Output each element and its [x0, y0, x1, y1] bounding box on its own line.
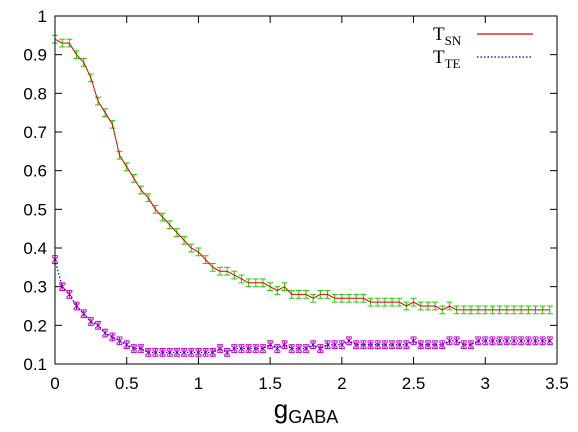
point-te-51 [417, 340, 425, 350]
x-tick-label-7: 3.5 [545, 374, 569, 393]
point-te-48 [395, 340, 403, 350]
point-te-58 [467, 340, 475, 350]
point-te-26 [238, 344, 245, 353]
x-axis-label: gGABA [274, 394, 339, 427]
point-te-38 [324, 340, 331, 350]
y-tick-label-2: 0.3 [23, 278, 47, 297]
point-te-5 [87, 317, 95, 326]
y-tick-label-8: 0.9 [23, 46, 47, 65]
point-te-8 [109, 332, 116, 342]
point-te-47 [388, 340, 396, 350]
x-axis-label-sub: GABA [288, 407, 338, 427]
ticks-layer: 0 0.5 1 1.5 2 2.5 3 3.5 0.1 0.2 0.3 0.4 0.5 0.6 0.7 0.8… [23, 7, 568, 393]
point-te-59 [474, 336, 482, 346]
x-tick-label-3: 1.5 [258, 374, 282, 393]
point-te-37 [316, 344, 324, 353]
y-tick-label-4: 0.5 [23, 200, 47, 219]
point-te-33 [288, 344, 296, 353]
x-tick-label-5: 2.5 [402, 374, 426, 393]
series-sn [52, 34, 553, 315]
point-te-32 [281, 340, 288, 350]
x-axis-label-main: g [274, 394, 288, 424]
y-tick-label-1: 0.2 [23, 316, 47, 335]
point-te-35 [302, 344, 310, 353]
legend-label-sn: TSN [433, 24, 462, 48]
point-te-53 [431, 340, 439, 350]
point-te-27 [245, 344, 252, 353]
point-te-46 [381, 340, 389, 350]
x-tick-label-6: 3 [481, 374, 490, 393]
point-te-62 [496, 336, 503, 346]
point-te-45 [374, 340, 382, 350]
plot-frame [54, 15, 558, 365]
point-te-44 [367, 340, 374, 350]
point-te-54 [438, 340, 446, 350]
point-te-42 [352, 340, 360, 350]
point-te-52 [424, 340, 432, 350]
x-tick-label-4: 2 [337, 374, 346, 393]
series-te [51, 255, 554, 357]
y-tick-label-0: 0.1 [23, 355, 47, 374]
x-tick-label-0: 0 [50, 374, 59, 393]
point-te-4 [80, 309, 88, 319]
x-tick-label-1: 0.5 [115, 374, 139, 393]
point-te-3 [73, 301, 80, 311]
point-te-60 [481, 336, 489, 346]
point-te-9 [116, 336, 123, 346]
legend-label-te: TTE [433, 47, 461, 71]
point-te-57 [460, 340, 468, 350]
point-te-30 [266, 340, 274, 350]
legend-entry-te: TTE [433, 47, 533, 71]
y-tick-label-5: 0.6 [23, 162, 47, 181]
series-layer [51, 34, 554, 357]
y-tick-label-3: 0.4 [23, 239, 47, 258]
point-te-11 [130, 344, 138, 353]
point-te-43 [360, 340, 367, 350]
y-tick-label-6: 0.7 [23, 123, 47, 142]
series-line-sn [54, 38, 550, 311]
point-sn-69 [546, 305, 553, 315]
point-te-13 [144, 348, 152, 357]
y-tick-label-9: 1 [38, 7, 47, 26]
point-te-23 [216, 344, 224, 353]
y-tick-label-7: 0.8 [23, 84, 47, 103]
legend-entry-sn: TSN [433, 24, 533, 48]
point-te-12 [137, 344, 145, 353]
x-tick-label-2: 1 [194, 374, 203, 393]
point-te-28 [252, 344, 260, 353]
point-te-34 [295, 344, 303, 353]
point-te-69 [546, 336, 554, 346]
point-te-39 [331, 340, 339, 350]
point-te-29 [259, 344, 267, 353]
